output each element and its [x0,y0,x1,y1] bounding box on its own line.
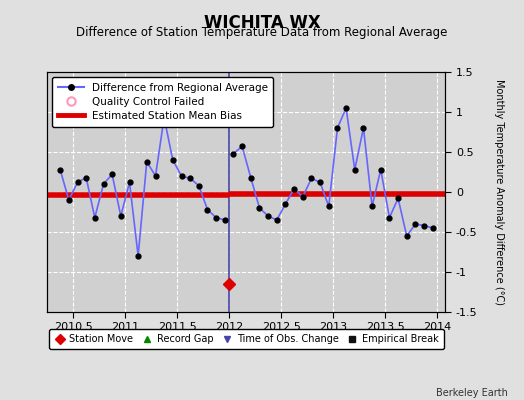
Text: Difference of Station Temperature Data from Regional Average: Difference of Station Temperature Data f… [77,26,447,39]
Legend: Station Move, Record Gap, Time of Obs. Change, Empirical Break: Station Move, Record Gap, Time of Obs. C… [49,330,443,349]
Legend: Difference from Regional Average, Quality Control Failed, Estimated Station Mean: Difference from Regional Average, Qualit… [52,77,273,127]
Text: Berkeley Earth: Berkeley Earth [436,388,508,398]
Text: WICHITA WX: WICHITA WX [204,14,320,32]
Y-axis label: Monthly Temperature Anomaly Difference (°C): Monthly Temperature Anomaly Difference (… [494,79,504,305]
